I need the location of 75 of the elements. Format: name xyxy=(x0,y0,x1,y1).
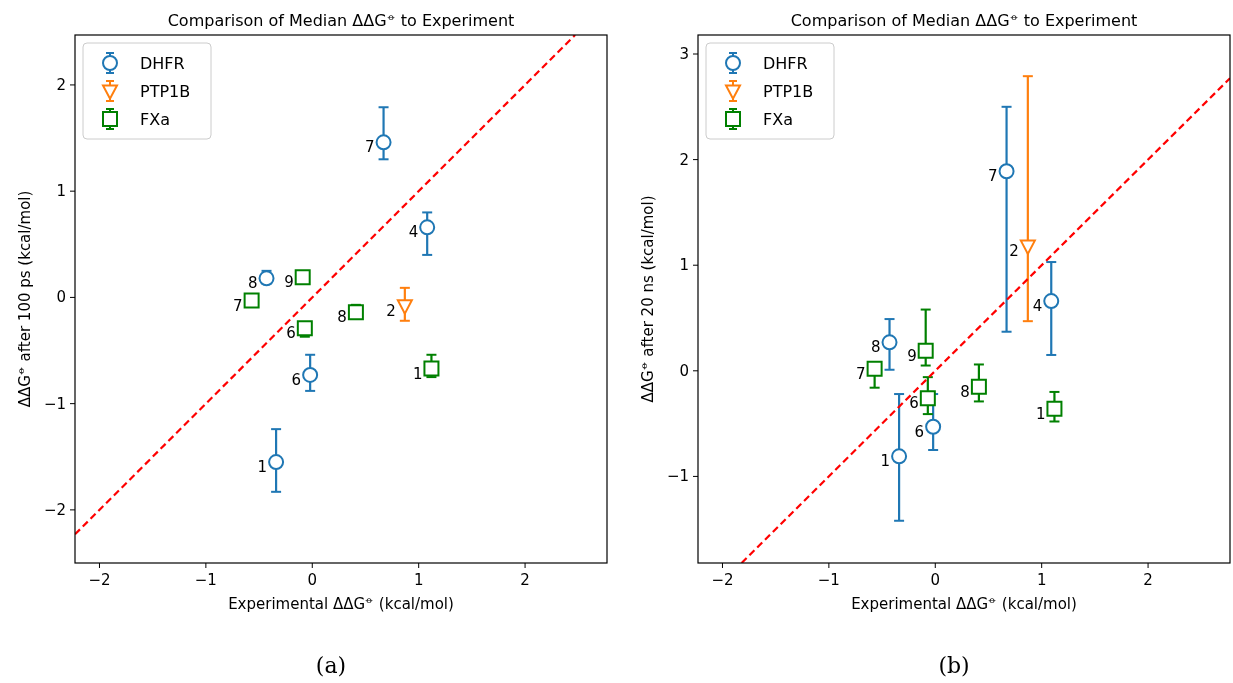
point xyxy=(396,299,413,315)
point xyxy=(1043,293,1060,310)
point xyxy=(296,320,313,337)
annotation: 1 xyxy=(1035,404,1046,423)
legend-label: FXa xyxy=(140,110,170,129)
x-tick-label: 2 xyxy=(1143,571,1153,589)
x-tick-label: 0 xyxy=(930,571,941,589)
legend-label: DHFR xyxy=(763,54,808,73)
point xyxy=(302,366,319,383)
y-tick-label: 3 xyxy=(679,45,689,64)
legend-label: PTP1B xyxy=(140,82,191,101)
y-tick-label: 1 xyxy=(679,256,689,275)
legend-label: DHFR xyxy=(140,54,185,73)
point xyxy=(294,269,311,286)
annotation: 8 xyxy=(247,274,258,293)
annotation: 6 xyxy=(286,324,296,343)
y-tick-label: 2 xyxy=(56,75,66,94)
annotation: 7 xyxy=(233,296,243,315)
point xyxy=(1046,400,1063,417)
x-tick-label: −2 xyxy=(88,571,111,589)
text: (a) xyxy=(315,653,347,678)
point xyxy=(881,334,898,351)
annotation: 7 xyxy=(365,138,375,157)
chart-title: Comparison of Median ΔΔG$^{⦵}$ to Experiment xyxy=(790,9,1138,30)
x-tick-label: −1 xyxy=(817,571,840,589)
annotation: 1 xyxy=(257,458,268,477)
point xyxy=(268,454,285,471)
x-axis-title: Experimental ΔΔG$^{⦵}$ (kcal/mol) xyxy=(851,593,1077,613)
point xyxy=(375,134,392,151)
x-tick-label: −2 xyxy=(711,571,734,589)
y-tick-label: −2 xyxy=(43,500,66,519)
x-tick-label: 2 xyxy=(520,571,530,589)
y-tick-label: 2 xyxy=(679,150,689,169)
annotation: 6 xyxy=(914,422,925,441)
legend-label: FXa xyxy=(763,110,793,129)
point xyxy=(917,342,934,359)
text: (b) xyxy=(938,653,970,678)
annotation: 2 xyxy=(1009,242,1019,261)
x-tick-label: 1 xyxy=(1036,571,1047,589)
point xyxy=(1019,239,1036,255)
point xyxy=(891,448,908,465)
point xyxy=(347,304,364,321)
x-tick-label: 0 xyxy=(307,571,318,589)
x-tick-label: 1 xyxy=(413,571,424,589)
annotation: 4 xyxy=(408,223,419,242)
annotation: 9 xyxy=(907,346,917,365)
point xyxy=(998,163,1015,180)
point xyxy=(970,378,987,395)
y-tick-label: −1 xyxy=(43,394,66,413)
annotation: 8 xyxy=(960,382,970,401)
point xyxy=(243,292,260,309)
annotation: 6 xyxy=(909,394,919,413)
annotation: 8 xyxy=(870,338,881,357)
annotation: 2 xyxy=(386,301,396,320)
legend-label: PTP1B xyxy=(763,82,814,101)
annotation: 1 xyxy=(880,452,891,471)
annotation: 1 xyxy=(412,364,423,383)
y-tick-label: 0 xyxy=(56,288,66,307)
annotation: 8 xyxy=(337,308,347,327)
point xyxy=(423,360,440,377)
y-tick-label: 1 xyxy=(56,182,66,201)
annotation: 7 xyxy=(988,167,998,186)
point xyxy=(419,219,436,236)
point xyxy=(919,390,936,407)
x-axis-title: Experimental ΔΔG$^{⦵}$ (kcal/mol) xyxy=(228,593,454,613)
y-tick-label: −1 xyxy=(666,467,689,486)
annotation: 9 xyxy=(284,273,294,292)
point xyxy=(925,418,942,435)
y-tick-label: 0 xyxy=(679,361,689,380)
point xyxy=(866,360,883,377)
chart-title: Comparison of Median ΔΔG$^{⦵}$ to Experiment xyxy=(167,9,515,30)
annotation: 7 xyxy=(856,364,866,383)
annotation: 6 xyxy=(291,370,302,389)
x-tick-label: −1 xyxy=(194,571,217,589)
annotation: 4 xyxy=(1032,297,1043,316)
